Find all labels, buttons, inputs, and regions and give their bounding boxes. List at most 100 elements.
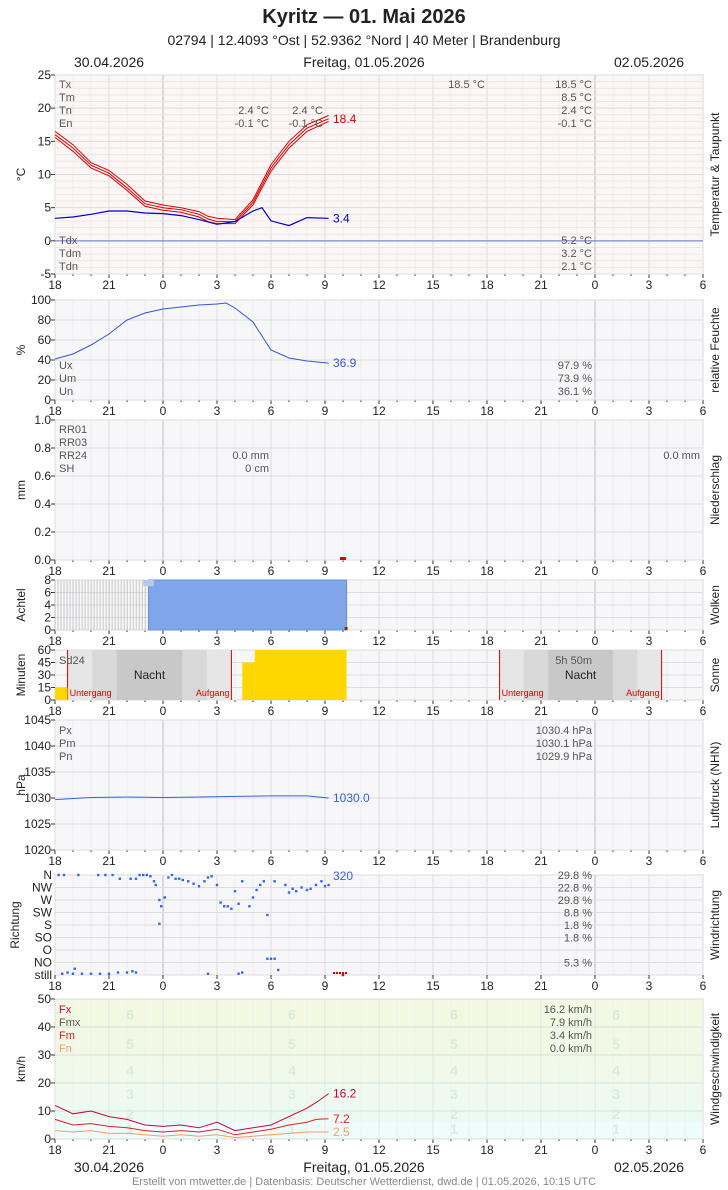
dir-point xyxy=(142,873,145,877)
pres-stat-value-pn: 1029.9 hPa xyxy=(536,751,593,763)
dir-xtick-label: 21 xyxy=(534,979,548,993)
temp-ytick-label: 0 xyxy=(44,234,51,248)
precip-ytick-label: 0.2 xyxy=(34,525,51,539)
temp-ytick-label: 15 xyxy=(38,134,52,148)
dir-point xyxy=(291,887,294,890)
cloud-xtick-label: 0 xyxy=(160,634,167,648)
cloud-xtick-label: 18 xyxy=(480,634,494,648)
wind-bft-level: 5 xyxy=(612,1036,620,1052)
dir-point xyxy=(237,972,240,975)
precip-stat-label-rr03: RR03 xyxy=(59,437,87,449)
dew-stat-tomorrow-tdn: 2.1 °C xyxy=(561,261,592,273)
wind-stat-label-fx: Fx xyxy=(59,1004,72,1016)
dir-panel-title: Windrichtung xyxy=(708,890,722,960)
sun-panel-title: Sonne xyxy=(708,657,722,692)
wind-ytick-label: 50 xyxy=(38,992,52,1006)
dir-point xyxy=(241,971,244,974)
wind-bft-level: 4 xyxy=(612,1062,620,1078)
hum-stat-label-ux: Ux xyxy=(59,360,73,372)
pres-ytick-label: 1025 xyxy=(24,817,51,831)
footer-credit: Erstellt von mtwetter.de | Datenbasis: D… xyxy=(131,1176,597,1188)
temp-stat-today-tn: 2.4 °C xyxy=(238,105,269,117)
sun-sunset-label: Untergang xyxy=(70,688,112,698)
precip-now-marker xyxy=(340,557,346,560)
sun-xtick-label: 6 xyxy=(268,704,275,718)
cloud-xtick-label: 0 xyxy=(592,634,599,648)
precip-xtick-label: 21 xyxy=(534,564,548,578)
sun-ytick-label: 60 xyxy=(38,643,52,657)
pres-panel-title: Luftdruck (NHN) xyxy=(708,742,722,829)
temp-series-tdm xyxy=(54,206,329,227)
dir-xtick-label: 18 xyxy=(480,979,494,993)
precip-ytick-label: 0.0 xyxy=(34,553,51,567)
temp-series-tn xyxy=(54,120,329,225)
dir-point xyxy=(210,875,213,878)
cloud-ytick-label: 6 xyxy=(44,586,51,600)
sun-xtick-label: 3 xyxy=(646,704,653,718)
pres-ylabel: hPa xyxy=(14,774,28,796)
dir-category-label: S xyxy=(44,918,52,932)
sun-night-band-core xyxy=(548,650,613,700)
temp-ytick-label: 10 xyxy=(38,168,52,182)
sun-ytick-label: 30 xyxy=(38,668,52,682)
dir-category-label: NW xyxy=(32,881,53,895)
wind-stat-value-fmx: 7.9 km/h xyxy=(550,1017,592,1029)
hum-xtick-label: 21 xyxy=(102,404,116,418)
pres-xtick-label: 18 xyxy=(48,854,62,868)
dir-point xyxy=(178,877,181,880)
wind-stat-value-fn: 0.0 km/h xyxy=(550,1043,592,1055)
dir-point xyxy=(134,877,138,880)
temp-ytick-label: 5 xyxy=(44,201,51,215)
wind-bft-level: 1 xyxy=(288,1121,296,1137)
dew-stat-label-tdn: Tdn xyxy=(59,261,78,273)
hum-ytick-label: 0 xyxy=(44,393,51,407)
dir-point xyxy=(187,880,190,883)
hum-stat-value-un: 36.1 % xyxy=(558,386,592,398)
dir-point xyxy=(269,957,273,960)
dir-category-label: SW xyxy=(33,906,53,920)
dir-point xyxy=(197,885,201,888)
dew-stat-tomorrow-tdx: 5.2 °C xyxy=(561,235,592,247)
dew-stat-label-tdx: Tdx xyxy=(59,235,78,247)
wind-bft-level: 6 xyxy=(126,1006,134,1022)
hum-end-label: 36.9 xyxy=(333,356,357,370)
precip-xtick-label: 18 xyxy=(48,564,62,578)
dir-category-label: N xyxy=(43,868,52,882)
hum-xtick-label: 6 xyxy=(268,404,275,418)
cloud-xtick-label: 3 xyxy=(646,634,653,648)
sun-sunset-label: Untergang xyxy=(502,688,544,698)
sun-ytick-label: 15 xyxy=(38,681,52,695)
date-left-bottom: 30.04.2026 xyxy=(74,1159,145,1175)
wind-bft-level: 1 xyxy=(126,1121,134,1137)
precip-ytick-label: 0.6 xyxy=(34,469,51,483)
dir-point xyxy=(131,970,134,973)
wind-end-label: 2.5 xyxy=(333,1125,350,1139)
hum-stat-value-ux: 97.9 % xyxy=(558,360,592,372)
cloud-xtick-label: 21 xyxy=(534,634,548,648)
pres-xtick-label: 21 xyxy=(534,854,548,868)
dir-xtick-label: 12 xyxy=(372,979,386,993)
dir-point xyxy=(248,905,251,908)
dir-still-marker xyxy=(342,972,344,974)
dir-point xyxy=(219,901,222,904)
dir-xtick-label: 21 xyxy=(102,979,116,993)
temp-stat-label-tn: Tn xyxy=(59,105,72,117)
dir-point xyxy=(152,880,156,883)
cloud-ytick-label: 8 xyxy=(44,573,51,587)
wind-xtick-label: 0 xyxy=(160,1143,167,1157)
hum-xtick-label: 0 xyxy=(160,404,167,418)
wind-end-label: 7.2 xyxy=(333,1112,350,1126)
dir-point xyxy=(309,887,312,890)
date-center-bottom: Freitag, 01.05.2026 xyxy=(303,1159,425,1175)
dir-point xyxy=(129,877,132,880)
hum-xtick-label: 18 xyxy=(48,404,62,418)
dir-xtick-label: 18 xyxy=(48,979,62,993)
dir-point xyxy=(154,883,157,887)
wind-ytick-label: 30 xyxy=(38,1048,52,1062)
wind-xtick-label: 21 xyxy=(102,1143,116,1157)
dir-point xyxy=(62,873,66,877)
wind-bft-level: 4 xyxy=(126,1062,134,1078)
temp-ytick-label: -5 xyxy=(40,267,51,281)
cloud-xtick-label: 18 xyxy=(48,634,62,648)
sun-night-band-core xyxy=(116,650,183,700)
